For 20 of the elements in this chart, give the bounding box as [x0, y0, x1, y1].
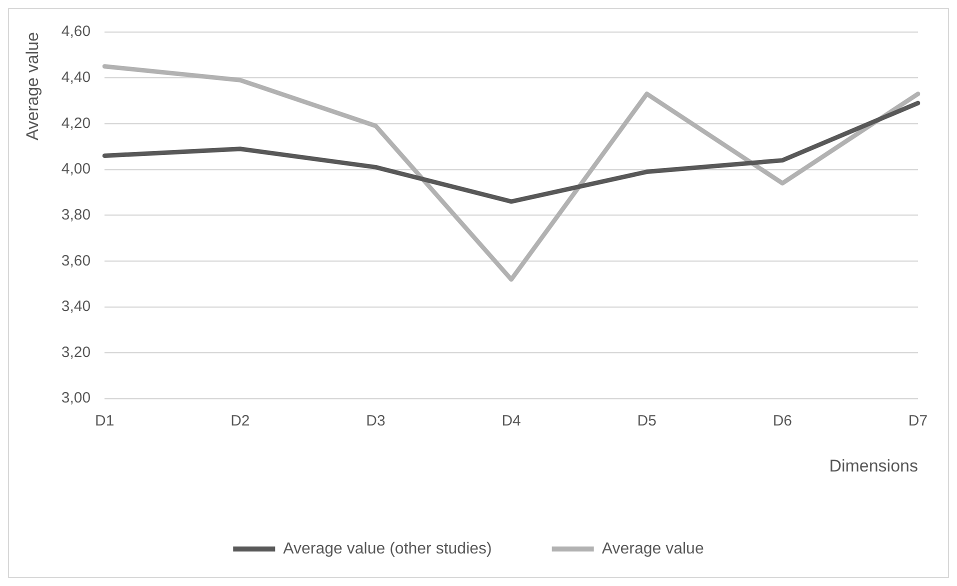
x-tick-label: D4: [502, 412, 521, 430]
x-tick-label: D1: [95, 412, 114, 430]
x-tick-label: D2: [230, 412, 250, 430]
x-tick-label: D5: [637, 412, 656, 430]
y-tick-label: 4,00: [61, 160, 91, 178]
y-tick-label: 3,60: [61, 252, 91, 270]
y-axis-title: Average value: [22, 32, 42, 140]
y-tick-label: 3,40: [61, 298, 91, 316]
x-axis-title: Dimensions: [829, 456, 918, 476]
x-tick-label: D6: [772, 412, 792, 430]
y-tick-label: 3,80: [61, 206, 91, 224]
legend-label: Average value (other studies): [283, 540, 492, 558]
y-tick-label: 4,40: [61, 68, 91, 86]
y-tick-label: 3,00: [61, 390, 91, 407]
x-tick-label: D7: [908, 412, 928, 430]
legend-label: Average value: [602, 540, 704, 558]
x-tick-label: D3: [366, 412, 386, 430]
y-tick-label: 4,60: [61, 23, 91, 40]
y-tick-label: 3,20: [61, 344, 91, 361]
y-tick-label: 4,20: [61, 114, 91, 132]
